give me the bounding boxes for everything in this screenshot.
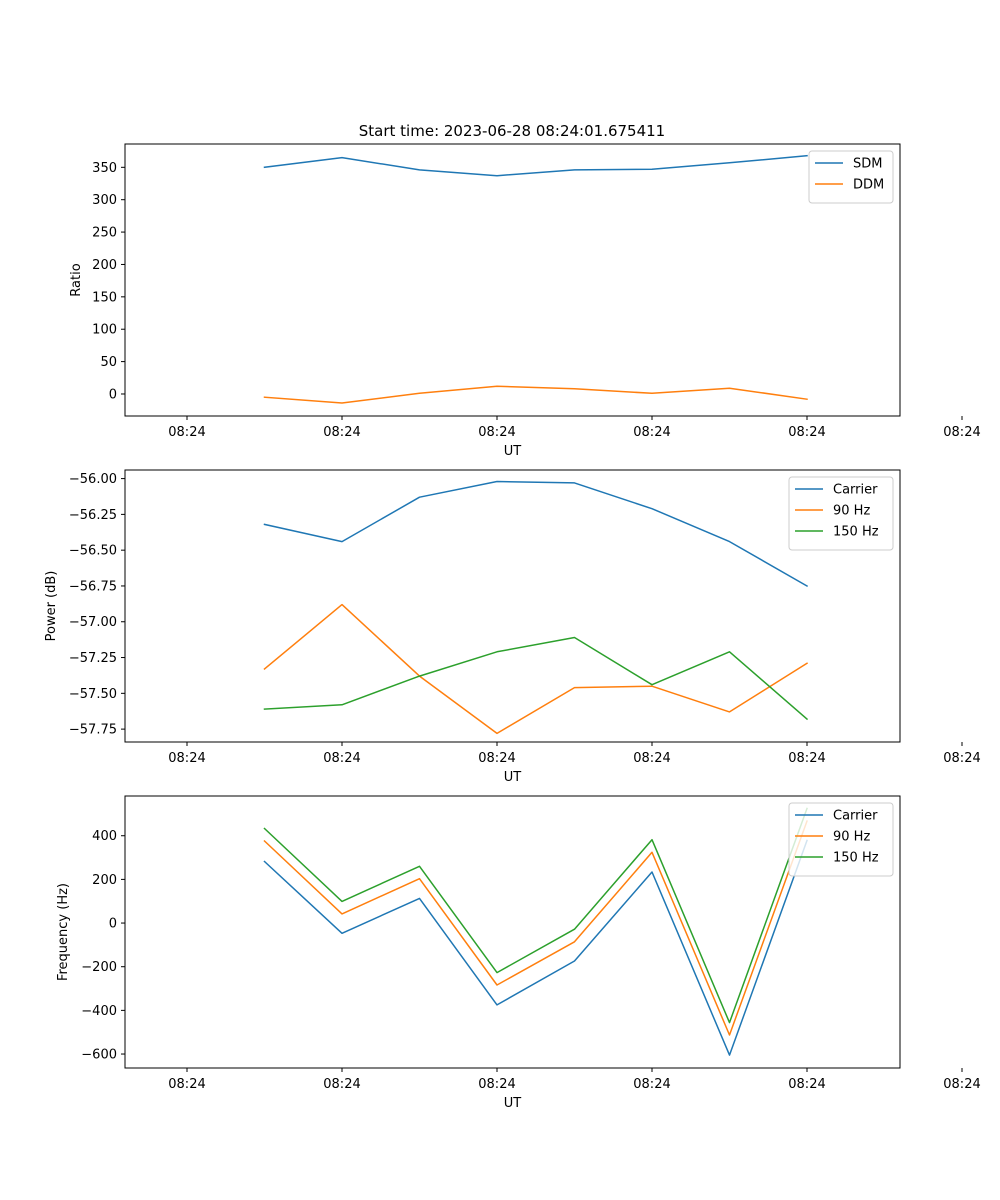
ratio-x-tick-label: 08:24 xyxy=(168,425,205,440)
ratio-legend xyxy=(808,150,894,204)
power-axes-frame xyxy=(124,469,901,743)
power-x-tick-label: 08:24 xyxy=(633,751,670,766)
power-panel: 08:2408:2408:2408:2408:2408:2408:25−56.0… xyxy=(44,469,981,785)
ratio-x-axis-label: UT xyxy=(504,444,522,459)
frequency-panel: 08:2408:2408:2408:2408:2408:2408:2540020… xyxy=(56,795,981,1111)
power-x-tick-label: 08:24 xyxy=(323,751,360,766)
frequency-x-axis-label: UT xyxy=(504,1096,522,1111)
frequency-legend-label: 150 Hz xyxy=(833,851,879,866)
power-y-tick-label: −57.25 xyxy=(69,651,117,666)
power-x-tick-label: 08:24 xyxy=(478,751,515,766)
ratio-y-tick-label: 300 xyxy=(92,193,117,208)
ratio-y-tick-label: 0 xyxy=(109,387,117,402)
ratio-axes-frame xyxy=(124,143,901,417)
frequency-x-tick-label: 08:24 xyxy=(788,1077,825,1092)
power-y-tick-label: −56.50 xyxy=(69,544,117,559)
ratio-legend-label: DDM xyxy=(853,178,884,193)
ratio-x-tick-label: 08:24 xyxy=(788,425,825,440)
power-y-tick-label: −57.00 xyxy=(69,615,117,630)
ratio-x-tick-label: 08:24 xyxy=(478,425,515,440)
frequency-y-tick-label: −400 xyxy=(81,1004,117,1019)
ratio-y-tick-label: 250 xyxy=(92,226,117,241)
power-x-axis-label: UT xyxy=(504,770,522,785)
frequency-x-tick-label: 08:24 xyxy=(633,1077,670,1092)
ratio-x-tick-label: 08:24 xyxy=(633,425,670,440)
ratio-x-tick-label: 08:24 xyxy=(323,425,360,440)
ratio-series-0-line xyxy=(263,154,808,177)
figure-title: Start time: 2023-06-28 08:24:01.675411 xyxy=(359,122,665,140)
power-y-tick-label: −56.75 xyxy=(69,579,117,594)
power-y-tick-label: −57.50 xyxy=(69,687,117,702)
power-legend-label: 150 Hz xyxy=(833,525,879,540)
frequency-y-axis-label: Frequency (Hz) xyxy=(56,883,71,981)
ratio-y-tick-label: 350 xyxy=(92,161,117,176)
frequency-x-tick-label: 08:24 xyxy=(168,1077,205,1092)
ratio-legend-label: SDM xyxy=(853,157,882,172)
ratio-y-tick-label: 200 xyxy=(92,258,117,273)
power-series-1-line xyxy=(263,603,809,735)
ratio-panel: 08:2408:2408:2408:2408:2408:2408:2505010… xyxy=(69,143,981,459)
ratio-y-axis-label: Ratio xyxy=(69,263,84,296)
power-y-axis-label: Power (dB) xyxy=(44,571,59,642)
frequency-x-tick-label: 08:24 xyxy=(478,1077,515,1092)
frequency-axes-frame xyxy=(124,795,901,1069)
power-y-tick-label: −57.75 xyxy=(69,723,117,738)
power-series-0-line xyxy=(263,480,809,588)
power-legend-label: 90 Hz xyxy=(833,504,870,519)
frequency-legend-label: Carrier xyxy=(833,809,878,824)
power-x-tick-label: 08:24 xyxy=(788,751,825,766)
ratio-y-tick-label: 50 xyxy=(100,355,117,370)
frequency-y-tick-label: −600 xyxy=(81,1048,117,1063)
power-legend-label: Carrier xyxy=(833,483,878,498)
power-y-tick-label: −56.25 xyxy=(69,508,117,523)
frequency-x-tick-label: 08:24 xyxy=(943,1077,980,1092)
frequency-y-tick-label: 400 xyxy=(92,829,117,844)
power-x-tick-label: 08:24 xyxy=(168,751,205,766)
power-series-2-line xyxy=(263,636,809,721)
frequency-series-2-line xyxy=(263,807,808,1024)
frequency-y-tick-label: −200 xyxy=(81,960,117,975)
frequency-series-1-line xyxy=(263,820,808,1036)
power-y-tick-label: −56.00 xyxy=(69,472,117,487)
frequency-legend-label: 90 Hz xyxy=(833,830,870,845)
ratio-y-tick-label: 100 xyxy=(92,323,117,338)
frequency-y-tick-label: 0 xyxy=(109,917,117,932)
ratio-x-tick-label: 08:24 xyxy=(943,425,980,440)
ratio-series-1-line xyxy=(263,385,808,404)
ratio-y-tick-label: 150 xyxy=(92,290,117,305)
frequency-y-tick-label: 200 xyxy=(92,873,117,888)
frequency-x-tick-label: 08:24 xyxy=(323,1077,360,1092)
power-x-tick-label: 08:24 xyxy=(943,751,980,766)
frequency-series-0-line xyxy=(263,839,808,1056)
